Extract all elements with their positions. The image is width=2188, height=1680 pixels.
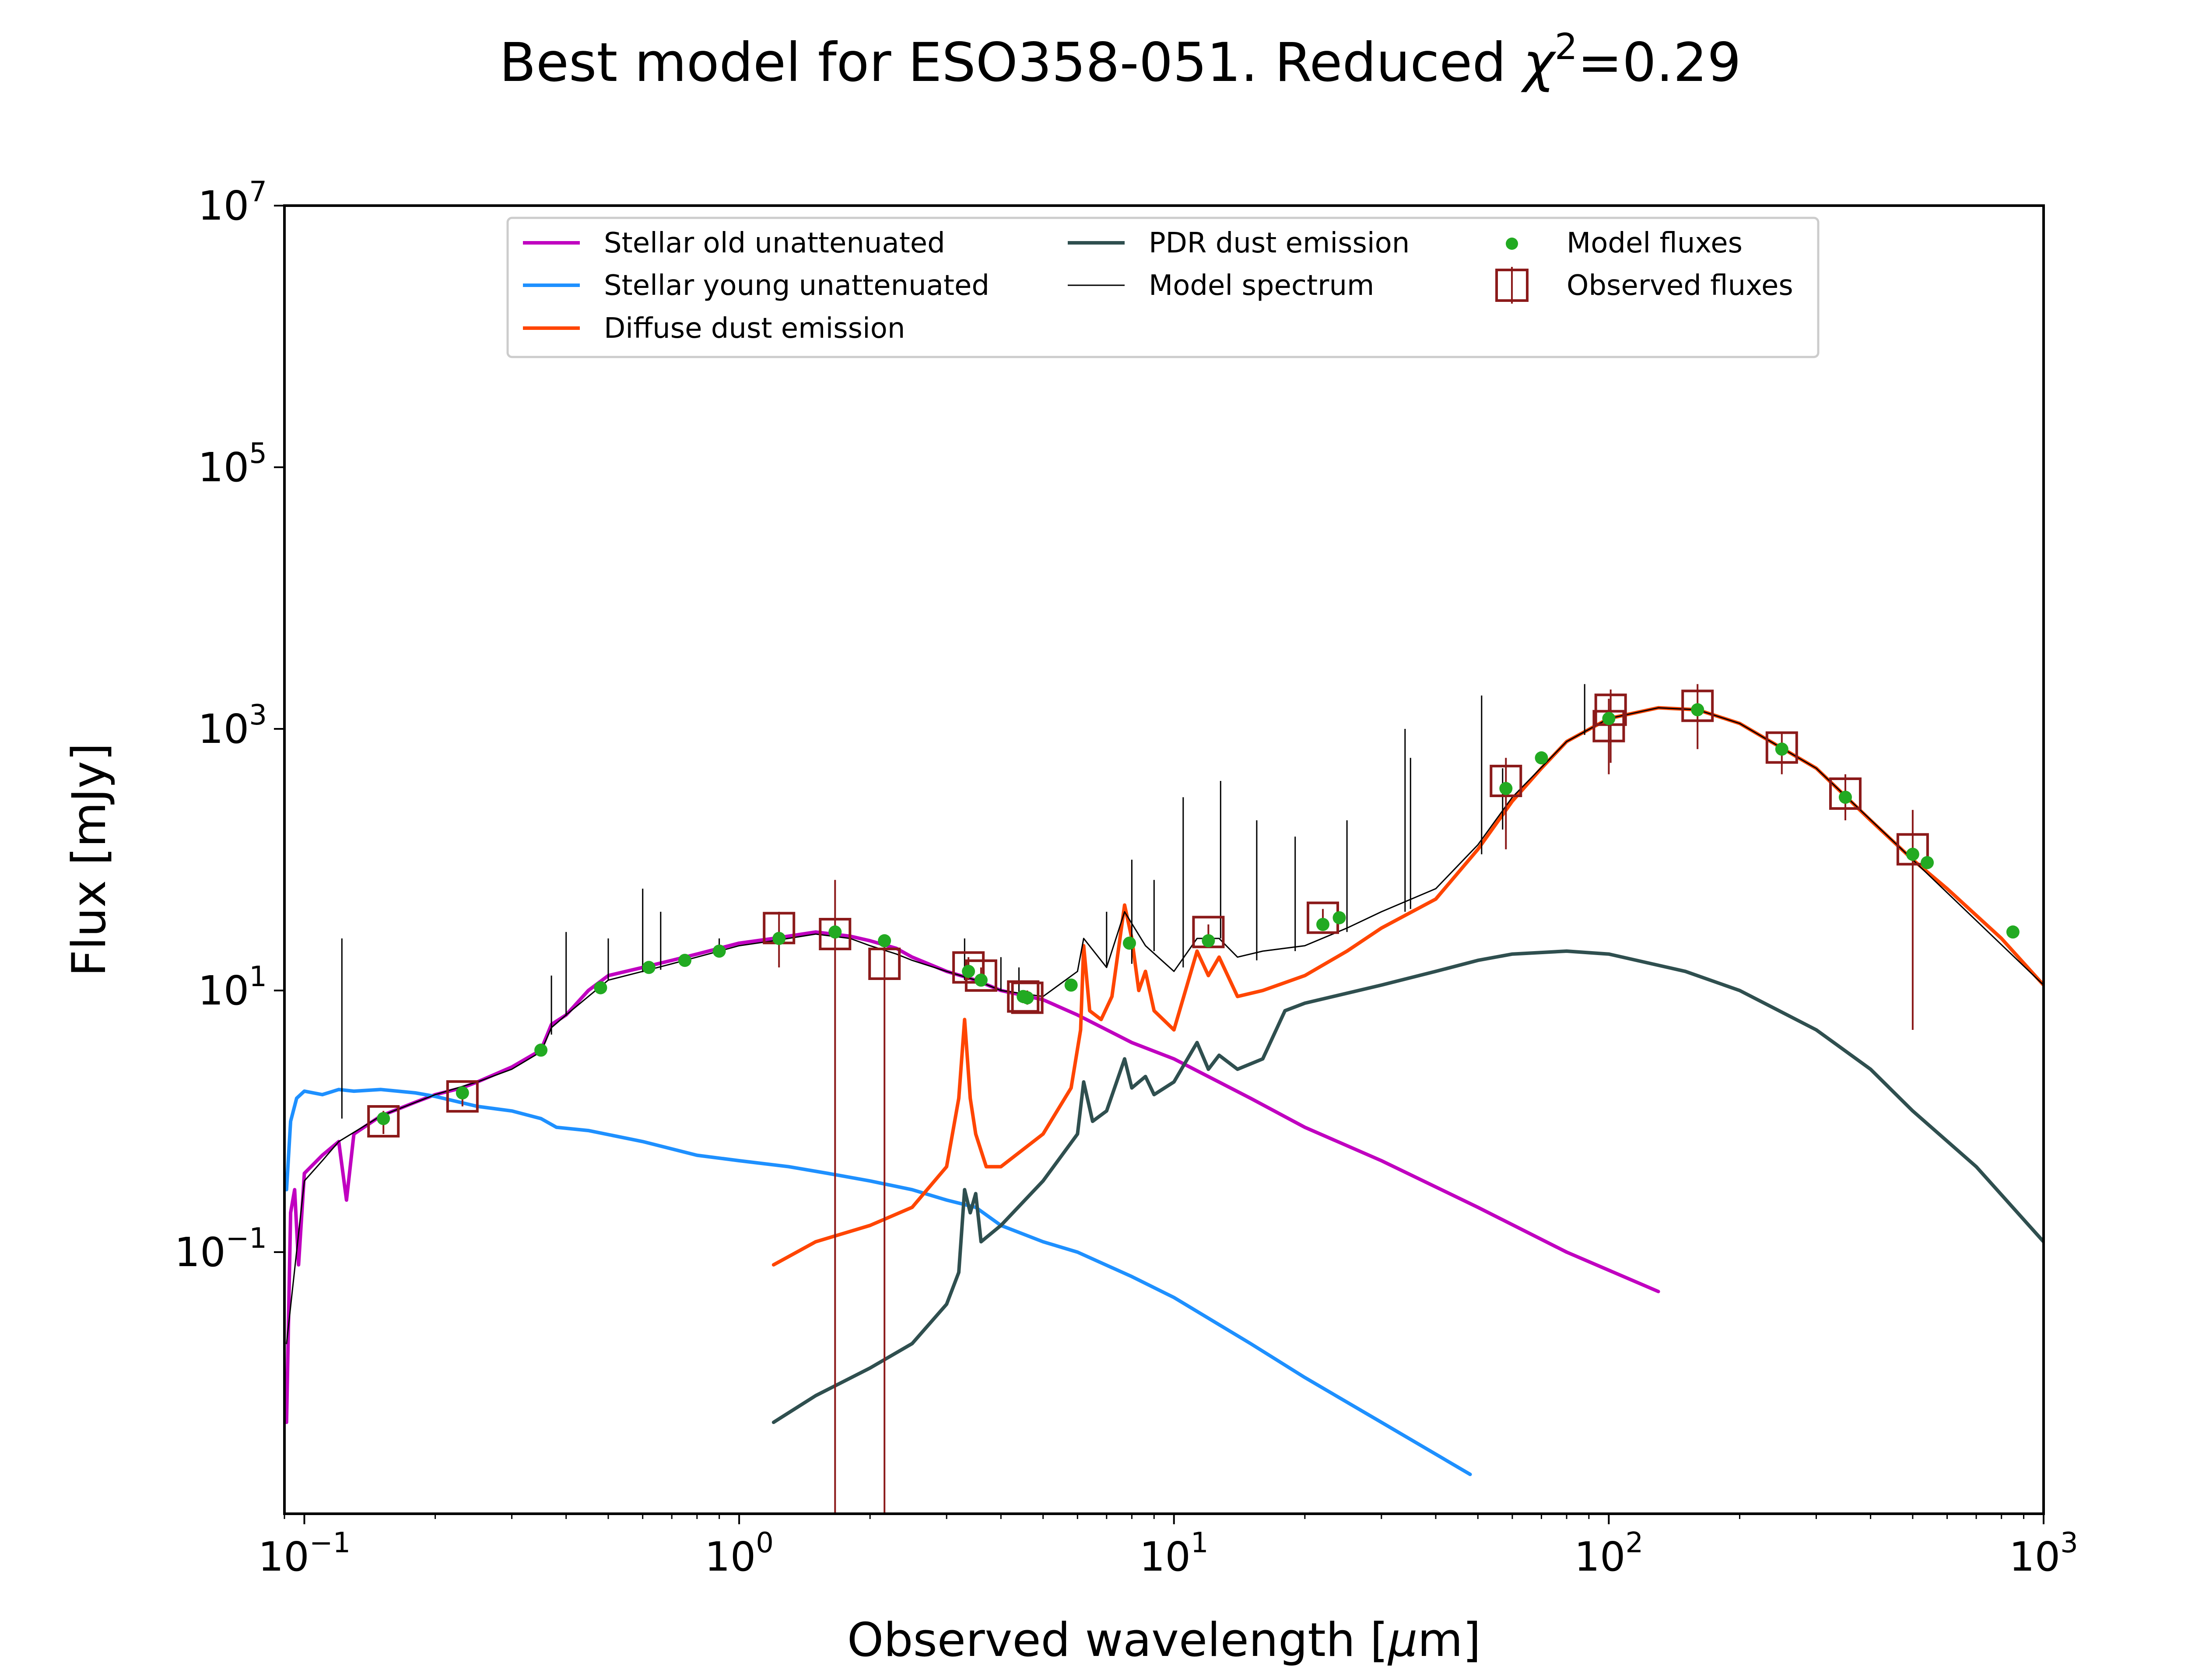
model-flux-point [974,973,988,987]
legend-label-observed-fluxes: Observed fluxes [1567,270,1793,302]
model-flux-point [377,1112,390,1125]
y-tick-label: 107 [198,176,267,229]
observed-flux-point [1594,690,1627,763]
observed-flux-marker [1765,731,1798,764]
xlabel-mu: μ [1387,1613,1417,1667]
axis-ticks: 10−1 100 101 102 103 10−1 101 103 105 107 [175,176,2078,1580]
model-flux-point [2006,925,2020,939]
observed-flux-point [1592,699,1625,774]
x-axis-label: Observed wavelength [μm] [847,1613,1481,1667]
model-flux-point [1202,934,1215,948]
legend-label-stellar-old: Stellar old unattenuated [604,227,945,259]
observed-flux-marker [952,951,985,984]
observed-flux-marker [1490,765,1522,797]
model-flux-point [828,925,842,939]
observed-flux-marker [868,948,901,980]
observed-flux-point [868,938,901,1514]
model-flux-point [1602,712,1616,725]
title-sup: 2 [1555,26,1578,68]
y-axis-label: Flux [mJy] [62,743,116,976]
legend-label-pdr-dust: PDR dust emission [1149,227,1410,259]
series-line-pdr-dust-emission [771,949,2044,1424]
title-suffix: =0.29 [1578,32,1741,94]
legend-label-model-spectrum: Model spectrum [1149,270,1374,302]
model-flux-point [1691,703,1704,717]
observed-flux-point [1490,758,1522,850]
title-prefix: Best model for ESO358-051. Reduced [499,32,1523,94]
chart-title: Best model for ESO358-051. Reduced χ2=0.… [499,26,1741,94]
model-flux-point [1839,791,1852,804]
observed-flux-marker [819,918,852,950]
y-tick-label: 101 [198,961,267,1014]
model-flux-point [1064,978,1078,992]
xlabel-prefix: Observed wavelength [ [847,1613,1388,1667]
observed-flux-marker [1829,777,1862,810]
x-tick-label: 10−1 [258,1527,351,1580]
observed-flux-point [1681,684,1714,749]
model-flux-point [1332,911,1346,924]
model-flux-point [712,945,726,958]
legend-swatch-model-fluxes [1506,238,1518,250]
plot-area [284,684,2044,1514]
legend-label-diffuse-dust: Diffuse dust emission [604,312,905,345]
model-flux-point [1775,742,1788,756]
model-flux-point [1906,847,1919,861]
observed-flux-marker [446,1080,479,1113]
observed-flux-marker [1896,833,1929,866]
model-flux-point [962,965,975,978]
model-flux-point [534,1043,548,1057]
model-flux-point [878,934,891,948]
observed-flux-point [1896,810,1929,1030]
model-flux-point [1499,782,1513,795]
x-tick-label: 102 [1574,1527,1643,1580]
series-line-stellar-old-unattenuated [284,930,1660,1424]
series-line-diffuse-dust-emission [771,706,2044,1267]
legend-swatch-observed-fluxes [1495,267,1529,304]
legend: Stellar old unattenuated Stellar young u… [506,217,1820,358]
series-line-stellar-young-unattenuated [284,1088,1472,1476]
observed-flux-point [819,880,852,1514]
legend-label-model-fluxes: Model fluxes [1567,227,1743,259]
legend-label-stellar-young: Stellar young unattenuated [604,270,989,302]
model-flux-point [1316,918,1329,931]
y-tick-label: 103 [198,699,267,752]
legend-box [506,217,1820,358]
model-flux-point [1123,936,1136,950]
observed-flux-marker [1681,690,1714,722]
x-tick-label: 100 [705,1527,774,1580]
y-tick-label: 105 [198,438,267,491]
model-flux-point [594,981,607,994]
observed-flux-marker [1592,710,1625,742]
xlabel-suffix: m] [1418,1613,1481,1667]
model-flux-point [1020,991,1034,1004]
model-flux-point [456,1086,469,1099]
model-flux-point [772,932,786,945]
title-chi: χ [1521,32,1557,94]
model-flux-point [678,954,691,967]
observed-flux-marker [1011,981,1044,1014]
y-tick-label: 10−1 [175,1222,267,1276]
model-flux-point [1921,856,1934,869]
model-flux-point [642,961,656,974]
x-tick-label: 101 [1140,1527,1209,1580]
plot-frame [283,204,2045,1515]
x-tick-label: 103 [2009,1527,2078,1580]
model-flux-point [1535,751,1548,765]
observed-flux-marker [367,1105,400,1138]
